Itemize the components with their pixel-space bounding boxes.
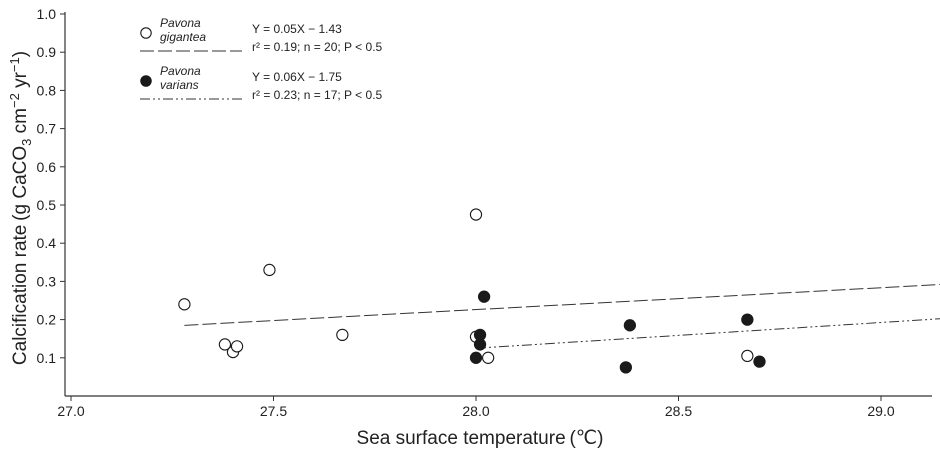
y-tick-label: 0.2 xyxy=(37,312,57,328)
fit-line-series-2 xyxy=(475,318,940,349)
legend-equation: Y = 0.05X − 1.43 xyxy=(252,22,342,36)
fit-line-series-1 xyxy=(184,284,940,326)
point-open xyxy=(218,338,232,351)
y-tick-label: 0.4 xyxy=(37,235,57,251)
legend-stats: r² = 0.19; n = 20; P < 0.5 xyxy=(252,40,383,54)
point-filled xyxy=(477,290,491,303)
y-tick-label: 0.9 xyxy=(37,44,57,60)
legend-name-line1: Pavona xyxy=(160,64,201,78)
point-filled xyxy=(619,361,632,374)
y-axis-title-end: ) xyxy=(10,51,31,57)
legend-stats: r² = 0.23; n = 17; P < 0.5 xyxy=(252,88,383,102)
y-tick-label: 0.7 xyxy=(37,121,57,137)
point-filled xyxy=(469,351,483,364)
y-tick-label: 0.1 xyxy=(37,350,57,366)
legend-marker-series-1 xyxy=(140,27,152,39)
y-axis-title-sub: 3 xyxy=(19,139,34,146)
x-axis-title: Sea surface temperature (℃) xyxy=(357,428,604,449)
y-tick-label: 0.3 xyxy=(37,273,57,289)
point-filled xyxy=(741,313,754,326)
y-axis-title-sup2: −1 xyxy=(7,57,22,72)
y-tick-label: 1.0 xyxy=(37,6,57,22)
point-open xyxy=(263,263,276,277)
legend-name-line1: Pavona xyxy=(160,16,201,30)
point-filled xyxy=(753,355,766,368)
x-tick-label: 27.0 xyxy=(57,403,84,419)
y-axis-title-main: Calcification rate (g CaCO xyxy=(10,146,31,365)
legend-name-line2: varians xyxy=(160,78,199,92)
point-open xyxy=(178,298,191,311)
axes xyxy=(64,12,932,397)
point-filled xyxy=(473,328,487,342)
legend-marker-series-2 xyxy=(140,75,152,87)
y-tick-label: 0.6 xyxy=(37,159,57,175)
point-open xyxy=(230,340,244,353)
legend-equation: Y = 0.06X − 1.75 xyxy=(252,70,342,84)
y-tick-label: 0.8 xyxy=(37,82,57,98)
data-points xyxy=(178,208,766,374)
legend-name-line2: gigantea xyxy=(160,30,206,44)
y-tick-label: 0.5 xyxy=(37,197,57,213)
point-open xyxy=(336,328,349,342)
point-open xyxy=(469,208,483,221)
y-axis-title-mid2: yr xyxy=(10,71,31,93)
point-filled xyxy=(623,319,637,332)
x-tick-label: 28.0 xyxy=(462,403,489,419)
fit-lines xyxy=(184,284,940,349)
ticks: 27.027.528.028.529.029.530.030.531.00.10… xyxy=(37,6,895,419)
point-open xyxy=(481,351,495,364)
y-axis-title: Calcification rate (g CaCO3 cm−2 yr−1) xyxy=(7,51,34,365)
x-tick-label: 29.0 xyxy=(867,403,894,419)
point-open xyxy=(741,349,754,363)
y-axis-title-sup1: −2 xyxy=(7,93,22,108)
x-tick-label: 27.5 xyxy=(260,403,287,419)
x-tick-label: 28.5 xyxy=(665,403,692,419)
y-axis-title-mid1: cm xyxy=(10,108,31,139)
